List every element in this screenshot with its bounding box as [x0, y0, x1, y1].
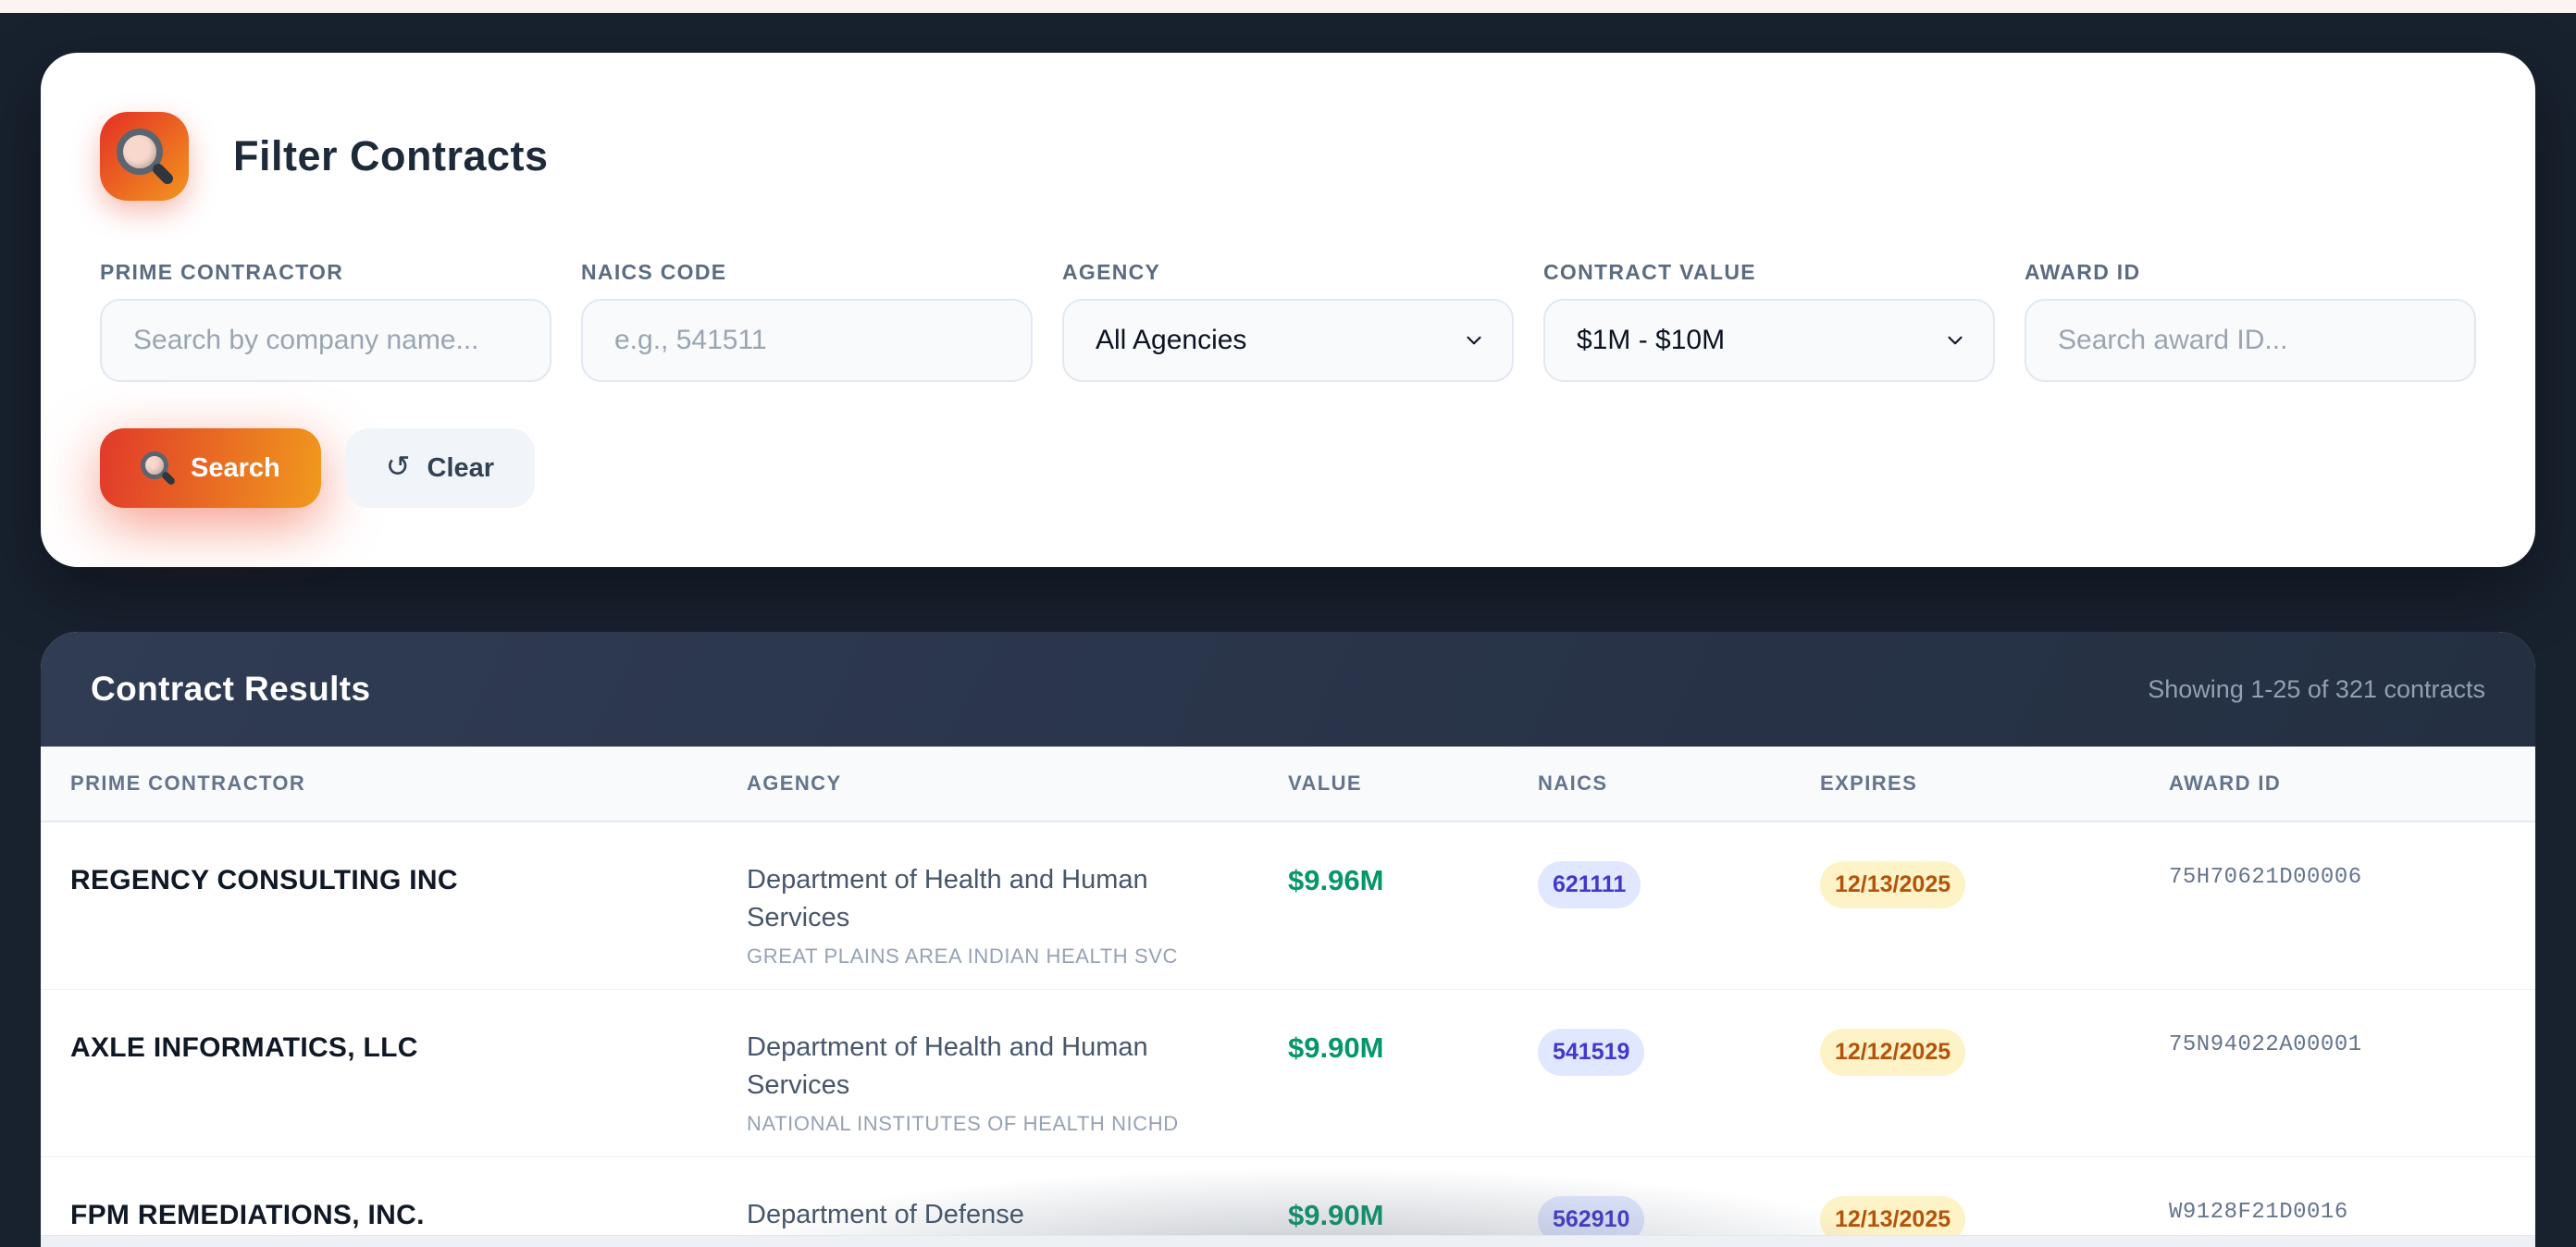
contract-value-label: CONTRACT VALUE: [1543, 260, 1756, 284]
agency-name: Department of Defense: [747, 1200, 1024, 1230]
table-column-header: AWARD ID: [2169, 772, 2506, 796]
award-cell: W9128F21D0016: [2169, 1196, 2506, 1225]
top-strip: [0, 0, 2576, 13]
filter-actions: Search ↺ Clear: [100, 428, 2476, 508]
contract-value: $9.90M: [1288, 1199, 1384, 1232]
contractor-cell: FPM REMEDIATIONS, INC.: [70, 1196, 747, 1231]
naics-cell: 621111: [1538, 861, 1820, 908]
chevron-down-icon: [1467, 336, 1481, 345]
search-button-label: Search: [191, 452, 280, 483]
expires-badge: 12/12/2025: [1820, 1029, 1966, 1077]
results-header: Contract Results Showing 1-25 of 321 con…: [41, 632, 2535, 747]
search-icon: [141, 451, 177, 487]
contractor-name: AXLE INFORMATICS, LLC: [70, 1032, 418, 1064]
contractor-name: FPM REMEDIATIONS, INC.: [70, 1200, 425, 1231]
chevron-down-icon: [1948, 336, 1963, 345]
clear-button-label: Clear: [427, 452, 495, 483]
field-award-id: AWARD ID: [2025, 260, 2476, 382]
contract-value: $9.96M: [1288, 864, 1384, 896]
award-id: 75N94022A00001: [2169, 1032, 2362, 1058]
table-column-header: AGENCY: [747, 772, 1288, 796]
prime-contractor-input[interactable]: [100, 299, 551, 382]
clear-button[interactable]: ↺ Clear: [344, 428, 536, 508]
field-prime-contractor: PRIME CONTRACTOR: [100, 260, 551, 382]
value-cell: $9.96M: [1288, 861, 1538, 897]
table-column-header-label: NAICS: [1538, 772, 1608, 795]
table-row[interactable]: FPM REMEDIATIONS, INC. Department of Def…: [41, 1156, 2535, 1247]
filter-app-icon: [100, 112, 189, 201]
results-title: Contract Results: [91, 670, 371, 708]
table-column-header-label: PRIME CONTRACTOR: [70, 772, 306, 795]
search-button[interactable]: Search: [100, 428, 321, 508]
table-column-header-label: VALUE: [1288, 772, 1362, 795]
contractor-name: REGENCY CONSULTING INC: [70, 865, 458, 895]
value-cell: $9.90M: [1288, 1196, 1538, 1232]
agency-name: Department of Health and Human Services: [747, 1032, 1148, 1100]
field-contract-value: CONTRACT VALUE $1M - $10M: [1543, 260, 1995, 382]
sub-agency: NATIONAL INSTITUTES OF HEALTH NICHD: [747, 1112, 1179, 1136]
results-card: Contract Results Showing 1-25 of 321 con…: [41, 632, 2535, 1247]
contract-value-select[interactable]: $1M - $10M: [1543, 299, 1995, 382]
prime-contractor-label: PRIME CONTRACTOR: [100, 260, 344, 284]
expires-cell: 12/13/2025: [1820, 861, 2169, 908]
value-cell: $9.90M: [1288, 1029, 1538, 1065]
agency-select-value: All Agencies: [1096, 325, 1247, 355]
agency-cell: Department of Health and Human Services …: [747, 861, 1288, 969]
table-column-header: EXPIRES: [1820, 772, 2169, 796]
undo-icon: ↺: [385, 450, 411, 483]
agency-label: AGENCY: [1062, 260, 1161, 284]
award-id: W9128F21D0016: [2169, 1200, 2348, 1226]
table-column-header: PRIME CONTRACTOR: [70, 772, 747, 796]
filter-fields: PRIME CONTRACTOR NAICS CODE AGENCY All A…: [100, 260, 2476, 382]
award-cell: 75N94022A00001: [2169, 1029, 2506, 1057]
contractor-cell: AXLE INFORMATICS, LLC: [70, 1029, 747, 1064]
award-id-input[interactable]: [2025, 299, 2476, 382]
table-column-header-label: AGENCY: [747, 772, 842, 795]
award-id-label: AWARD ID: [2025, 260, 2141, 284]
naics-badge: 541519: [1538, 1029, 1645, 1077]
page-title: Filter Contracts: [233, 132, 549, 179]
naics-cell: 541519: [1538, 1029, 1820, 1077]
bottom-strip: [41, 1235, 2535, 1247]
agency-cell: Department of Health and Human Services …: [747, 1029, 1288, 1136]
field-agency: AGENCY All Agencies: [1062, 260, 1514, 382]
filter-card-header: Filter Contracts: [100, 112, 2476, 201]
table-column-header-label: EXPIRES: [1820, 772, 1918, 795]
award-cell: 75H70621D00006: [2169, 861, 2506, 890]
filter-card: Filter Contracts PRIME CONTRACTOR NAICS …: [41, 53, 2535, 567]
expires-cell: 12/12/2025: [1820, 1029, 2169, 1077]
contractor-cell: REGENCY CONSULTING INC: [70, 861, 747, 896]
contract-value-select-value: $1M - $10M: [1577, 325, 1726, 355]
table-header-row: PRIME CONTRACTOR AGENCY VALUE NAICS EXPI…: [41, 747, 2535, 822]
table-column-header-label: AWARD ID: [2169, 772, 2282, 795]
award-id: 75H70621D00006: [2169, 865, 2362, 890]
field-naics-code: NAICS CODE: [581, 260, 1033, 382]
sub-agency: GREAT PLAINS AREA INDIAN HEALTH SVC: [747, 945, 1179, 969]
expires-badge: 12/13/2025: [1820, 861, 1966, 908]
magnifier-icon: [117, 129, 176, 187]
table-column-header: VALUE: [1288, 772, 1538, 796]
naics-code-input[interactable]: [581, 299, 1033, 382]
results-count: Showing 1-25 of 321 contracts: [2148, 674, 2485, 703]
agency-name: Department of Health and Human Services: [747, 865, 1148, 932]
agency-select[interactable]: All Agencies: [1062, 299, 1514, 382]
contract-value: $9.90M: [1288, 1031, 1384, 1065]
table-column-header: NAICS: [1538, 772, 1820, 796]
table-body: REGENCY CONSULTING INC Department of Hea…: [41, 822, 2535, 1247]
table-row[interactable]: REGENCY CONSULTING INC Department of Hea…: [41, 822, 2535, 990]
naics-code-label: NAICS CODE: [581, 260, 727, 284]
table-row[interactable]: AXLE INFORMATICS, LLC Department of Heal…: [41, 989, 2535, 1157]
naics-badge: 621111: [1538, 861, 1641, 908]
